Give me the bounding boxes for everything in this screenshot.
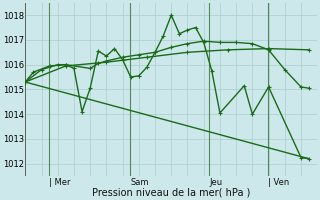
X-axis label: Pression niveau de la mer( hPa ): Pression niveau de la mer( hPa ) [92,187,251,197]
Text: | Ven: | Ven [268,178,289,187]
Text: Sam: Sam [130,178,149,187]
Text: Jeu: Jeu [209,178,222,187]
Text: | Mer: | Mer [49,178,70,187]
